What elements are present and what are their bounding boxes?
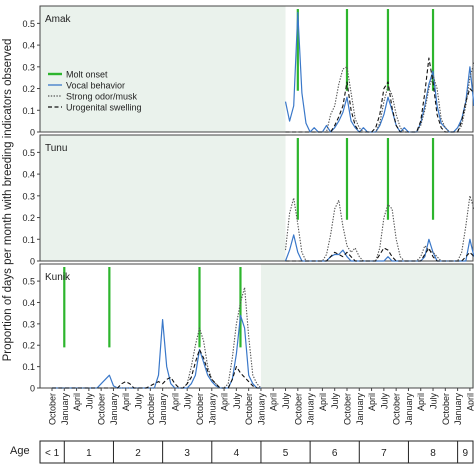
x-tick-label: July (379, 393, 389, 410)
series-swelling-line (285, 57, 474, 133)
series-swelling-line (52, 348, 261, 389)
x-tick-label: July (183, 393, 193, 410)
x-tick-label: July (330, 393, 340, 410)
age-cell: < 1 (45, 448, 60, 459)
not-observed-region (40, 135, 286, 261)
legend-label: Vocal behavior (66, 81, 125, 91)
legend-label: Strong odor/musk (66, 92, 138, 102)
x-tick-label: October (342, 393, 352, 425)
x-tick-label: January (60, 393, 70, 426)
y-tick-label: 0.2 (22, 84, 35, 94)
x-tick-label: October (48, 393, 58, 425)
y-tick-label: 0 (30, 128, 35, 138)
x-tick-label: October (392, 393, 402, 425)
y-tick-label: 0.3 (22, 62, 35, 72)
age-cell: 6 (332, 448, 338, 459)
x-tick-label: April (367, 393, 377, 411)
x-tick-label: October (195, 393, 205, 425)
age-cell: 3 (184, 448, 190, 459)
x-tick-label: October (244, 393, 254, 425)
y-tick-label: 0.1 (22, 106, 35, 116)
x-tick-label: January (355, 393, 365, 426)
y-axis-label: Proportion of days per month with breedi… (2, 39, 14, 362)
age-cell: 2 (135, 448, 141, 459)
y-tick-label: 0.3 (22, 319, 35, 329)
age-cell: 5 (283, 448, 289, 459)
series-vocal-line (284, 234, 474, 262)
x-tick-label: October (97, 393, 107, 425)
age-row-frame (39, 440, 474, 464)
series-vocal-line (284, 11, 474, 133)
y-tick-label: 0 (30, 257, 35, 267)
y-tick-label: 0 (30, 384, 35, 394)
x-tick-label: April (72, 393, 82, 411)
panel-title: Amak (45, 14, 72, 25)
panel-amak: 0 0.1 0.2 0.3 0.4 0.5 Amak (22, 5, 474, 138)
x-tick-label: July (134, 393, 144, 410)
panel-title: Kunik (45, 272, 71, 283)
x-tick-label: July (281, 393, 291, 410)
x-tick-label: January (453, 393, 463, 426)
panel-title: Tunu (45, 143, 67, 154)
series-odor-line (52, 286, 262, 389)
x-tick-label: January (404, 393, 414, 426)
x-axis: October January April July October January Apr… (48, 388, 474, 425)
y-tick-label: 0.5 (22, 148, 35, 158)
panel-frame (39, 5, 474, 133)
x-tick-label: October (293, 393, 303, 425)
x-tick-label: April (465, 393, 474, 411)
x-tick-label: July (232, 393, 242, 410)
x-tick-label: April (416, 393, 426, 411)
y-tick-label: 0.2 (22, 213, 35, 223)
y-tick-label: 0.4 (22, 170, 35, 180)
age-row: Age < 1 1 2 3 4 5 6 7 8 9 (10, 440, 474, 464)
x-tick-label: January (256, 393, 266, 426)
age-cell: 1 (86, 448, 92, 459)
x-tick-label: January (207, 393, 217, 426)
x-tick-label: April (170, 393, 180, 411)
series-odor-line (285, 62, 474, 133)
panel-tunu: 0 0.1 0.2 0.3 0.4 0.5 Tunu (22, 134, 474, 267)
age-cell: 7 (381, 448, 387, 459)
x-tick-label: July (84, 393, 94, 410)
age-label: Age (10, 445, 30, 457)
not-observed-region (260, 264, 474, 388)
x-tick-label: January (306, 393, 316, 426)
x-tick-label: April (121, 393, 131, 411)
y-tick-label: 0.3 (22, 191, 35, 201)
y-tick-label: 0.5 (22, 19, 35, 29)
x-tick-label: April (220, 393, 230, 411)
x-tick-label: April (318, 393, 328, 411)
age-cell: 4 (234, 448, 240, 459)
y-tick-label: 0.1 (22, 362, 35, 372)
y-tick-label: 0.1 (22, 235, 35, 245)
y-tick-label: 0.4 (22, 41, 35, 51)
panel-kunik: 0 0.1 0.2 0.3 0.4 0.5 Kunik (22, 263, 474, 394)
series-swelling-line (285, 247, 474, 262)
x-tick-label: July (429, 393, 439, 410)
y-tick-label: 0.4 (22, 298, 35, 308)
x-tick-label: October (146, 393, 156, 425)
chart-panels: 0 0.1 0.2 0.3 0.4 0.5 Amak 0 0.1 0.2 0.3 0.4 0.5 Tunu… (22, 5, 474, 394)
age-cell: 8 (430, 448, 436, 459)
legend-label: Molt onset (66, 70, 108, 80)
panel-frame (39, 134, 474, 262)
legend-label: Urogenital swelling (66, 103, 142, 113)
y-tick-label: 0.2 (22, 341, 35, 351)
y-tick-label: 0.5 (22, 277, 35, 287)
x-tick-label: January (109, 393, 119, 426)
not-observed-region (40, 6, 286, 132)
x-tick-label: October (441, 393, 451, 425)
age-cell: 9 (463, 448, 469, 459)
x-tick-label: January (158, 393, 168, 426)
x-tick-label: April (269, 393, 279, 411)
series-odor-line (284, 195, 474, 262)
